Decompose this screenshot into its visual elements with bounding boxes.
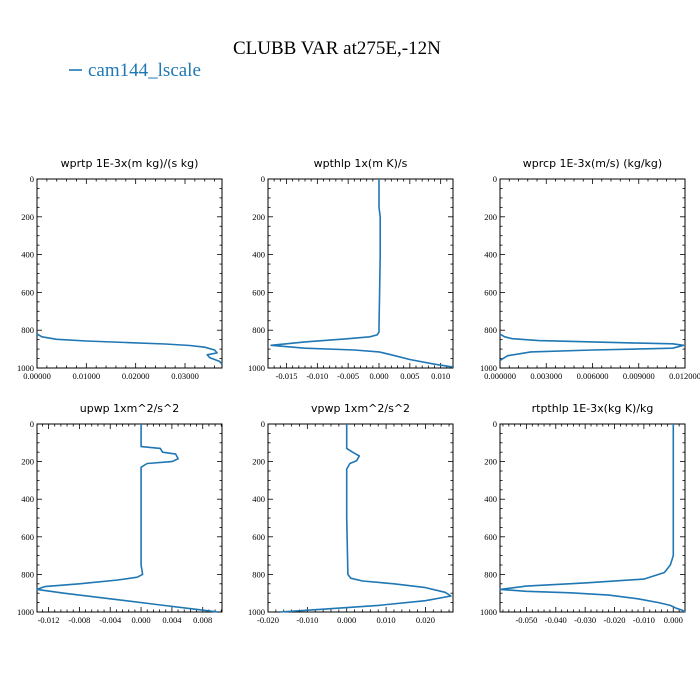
plot-frame: [267, 178, 454, 369]
x-tick-label: 0.009000: [623, 371, 655, 381]
x-tick-label: 0.003000: [530, 371, 562, 381]
panel-title: wprtp 1E-3x(m kg)/(s kg): [61, 157, 199, 170]
series-line: [279, 424, 452, 613]
panel-title: vpwp 1xm^2/s^2: [311, 402, 410, 415]
y-tick-label: 1000: [248, 363, 265, 373]
x-tick-label: -0.010: [306, 371, 328, 381]
series-line: [270, 179, 454, 368]
plot-frame: [499, 423, 686, 613]
x-tick-label: 0.005: [400, 371, 419, 381]
panel-title: wprcp 1E-3x(m/s) (kg/kg): [523, 157, 662, 170]
x-tick-label: -0.005: [337, 371, 359, 381]
x-tick-label: 0.03000: [171, 371, 199, 381]
y-tick-label: 800: [21, 569, 34, 579]
y-tick-label: 800: [484, 569, 497, 579]
y-tick-label: 1000: [248, 607, 265, 617]
x-tick-label: 0.010: [431, 371, 450, 381]
legend-label: cam144_lscale: [88, 60, 201, 81]
panel-1: wprtp 1E-3x(m kg)/(s kg) 0 200 400 600 800 100…: [17, 157, 223, 381]
panel-title: upwp 1xm^2/s^2: [80, 402, 180, 415]
y-tick-label: 600: [21, 287, 34, 297]
y-tick-label: 600: [484, 287, 497, 297]
x-tick-label: -0.010: [296, 615, 318, 625]
panel-2: wpthlp 1x(m K)/s02004006008001000-0.015-…: [248, 157, 454, 381]
series-line: [499, 333, 685, 362]
x-tick-label: -0.020: [604, 615, 626, 625]
panel-4: upwp 1xm^2/s^2 0 200 400 600 800 1000 -0.012 -0.…: [17, 402, 223, 625]
y-tick-label: 400: [252, 250, 265, 260]
x-tick-label: 0.006000: [577, 371, 609, 381]
series-line: [36, 424, 219, 613]
y-tick-label: 400: [252, 494, 265, 504]
y-tick-label: 400: [484, 494, 497, 504]
x-tick-label: -0.040: [545, 615, 567, 625]
x-tick-label: 0.020: [416, 615, 435, 625]
x-tick-label: 0.02000: [122, 371, 150, 381]
y-tick-label: 200: [484, 212, 497, 222]
x-tick-label: -0.010: [633, 615, 655, 625]
y-tick-label: 0: [493, 419, 497, 429]
legend: cam144_lscale: [69, 60, 201, 81]
y-tick-label: 600: [252, 532, 265, 542]
x-tick-label: 0.00000: [23, 371, 51, 381]
x-tick-label: -0.004: [99, 615, 122, 625]
x-tick-label: 0.000000: [484, 371, 516, 381]
x-tick-label: -0.015: [276, 371, 298, 381]
y-tick-label: 200: [21, 457, 34, 467]
x-tick-label: -0.050: [515, 615, 537, 625]
y-tick-label: 1000: [480, 363, 497, 373]
plot-frame: [36, 423, 223, 613]
x-tick-label: 0.01000: [73, 371, 101, 381]
y-tick-label: 0: [30, 419, 34, 429]
plot-frame: [267, 423, 454, 613]
x-tick-label: 0.000: [132, 615, 151, 625]
series-line: [499, 424, 686, 613]
y-tick-label: 800: [21, 325, 34, 335]
y-tick-label: 400: [21, 250, 34, 260]
panel-title: rtpthlp 1E-3x(kg K)/kg: [532, 402, 654, 415]
x-tick-label: 0.004: [162, 615, 182, 625]
x-tick-label: -0.020: [257, 615, 279, 625]
y-tick-label: 0: [261, 174, 265, 184]
y-tick-label: 200: [252, 457, 265, 467]
panel-5: vpwp 1xm^2/s^2 0 200 400 600 800 1000-0.020 -0.…: [248, 402, 454, 625]
panels-group: wprtp 1E-3x(m kg)/(s kg) 0 200 400 600 800 100…: [17, 157, 700, 625]
y-tick-label: 1000: [17, 607, 34, 617]
y-tick-label: 400: [484, 250, 497, 260]
panel-title: wpthlp 1x(m K)/s: [314, 157, 408, 170]
y-tick-label: 400: [21, 494, 34, 504]
x-tick-label: 0.010: [377, 615, 396, 625]
y-tick-label: 0: [493, 174, 497, 184]
x-tick-label: -0.008: [68, 615, 90, 625]
y-tick-label: 600: [484, 532, 497, 542]
series-line: [36, 333, 223, 365]
x-tick-label: 0.008: [193, 615, 212, 625]
y-tick-label: 1000: [17, 363, 34, 373]
x-tick-label: -0.030: [574, 615, 596, 625]
y-tick-label: 200: [484, 457, 497, 467]
y-tick-label: 600: [252, 287, 265, 297]
y-tick-label: 0: [30, 174, 34, 184]
x-tick-label: -0.012: [38, 615, 60, 625]
y-tick-label: 0: [261, 419, 265, 429]
panel-6: rtpthlp 1E-3x(kg K)/kg 0 200 400 600 800 1000 -…: [480, 402, 686, 625]
x-tick-label: 0.000: [369, 371, 388, 381]
y-tick-label: 800: [252, 325, 265, 335]
panel-3: wprcp 1E-3x(m/s) (kg/kg) 0 200 400 600 800 100…: [480, 157, 700, 381]
x-tick-label: 0.012000: [669, 371, 700, 381]
y-tick-label: 800: [484, 325, 497, 335]
y-tick-label: 1000: [480, 607, 497, 617]
x-tick-label: 0.000: [337, 615, 356, 625]
y-tick-label: 200: [252, 212, 265, 222]
y-tick-label: 200: [21, 212, 34, 222]
y-tick-label: 600: [21, 532, 34, 542]
x-tick-label: 0.000: [664, 615, 683, 625]
main-title: CLUBB VAR at275E,-12N: [233, 38, 441, 59]
y-tick-label: 800: [252, 569, 265, 579]
